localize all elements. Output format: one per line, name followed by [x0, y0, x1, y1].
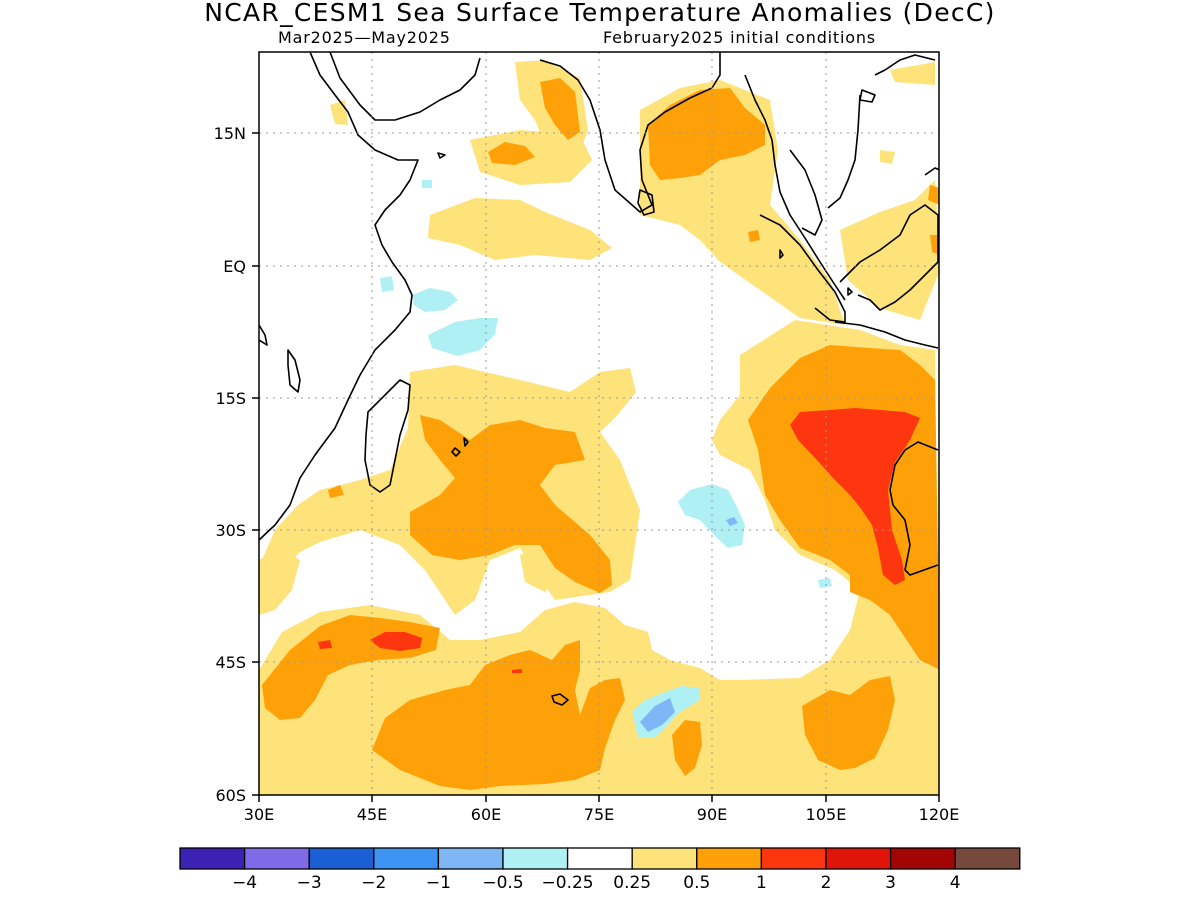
graticule [259, 52, 939, 795]
lon-label-45e: 45E [357, 805, 387, 824]
initial-conditions: February2025 initial conditions [603, 28, 876, 47]
lat-label-eq: EQ [223, 257, 246, 276]
lat-label-45s: 45S [215, 653, 246, 672]
anomaly-field [259, 52, 939, 795]
legend-swatch [179, 847, 246, 870]
legend-label: 0.5 [683, 873, 710, 893]
legend-swatch [760, 847, 827, 870]
legend-label: 0.25 [613, 873, 651, 893]
latitude-axis: 15N EQ 15S 30S 45S 60S [214, 124, 259, 805]
map-title: NCAR_CESM1 Sea Surface Temperature Anoma… [204, 0, 996, 27]
lon-label-60e: 60E [471, 805, 501, 824]
legend-label: −0.25 [542, 873, 594, 893]
legend-swatches [179, 847, 1021, 870]
legend-swatch [437, 847, 504, 870]
legend-swatch [373, 847, 440, 870]
lon-label-120e: 120E [919, 805, 960, 824]
legend-label: −0.5 [482, 873, 523, 893]
legend-swatch [243, 847, 310, 870]
longitude-axis: 30E 45E 60E 75E 90E 105E 120E [244, 795, 960, 824]
legend-swatch [502, 847, 569, 870]
legend-swatch [631, 847, 698, 870]
color-legend: −4 −3 −2 −1 −0.5 −0.25 0.25 0.5 1 2 3 4 [179, 847, 1021, 893]
legend-label: −3 [297, 873, 322, 893]
lon-label-75e: 75E [584, 805, 614, 824]
anomaly-strong-warm [318, 408, 920, 673]
legend-swatch [825, 847, 892, 870]
lon-label-105e: 105E [806, 805, 847, 824]
lat-label-60s: 60S [215, 786, 246, 805]
legend-label: −2 [361, 873, 386, 893]
legend-swatch [566, 847, 633, 870]
legend-label: 4 [950, 873, 961, 893]
legend-swatch [696, 847, 763, 870]
lat-label-30s: 30S [215, 521, 246, 540]
legend-label: 3 [885, 873, 896, 893]
legend-label: −1 [426, 873, 451, 893]
legend-swatch [308, 847, 375, 870]
lon-label-90e: 90E [697, 805, 727, 824]
legend-swatch [889, 847, 956, 870]
forecast-period: Mar2025—May2025 [278, 28, 451, 47]
legend-swatch [954, 847, 1021, 870]
lat-label-15n: 15N [214, 124, 246, 143]
lat-label-15s: 15S [215, 389, 246, 408]
legend-label: 2 [821, 873, 832, 893]
legend-label: −4 [232, 873, 257, 893]
legend-label: 1 [756, 873, 767, 893]
legend-labels: −4 −3 −2 −1 −0.5 −0.25 0.25 0.5 1 2 3 4 [232, 873, 961, 893]
lon-label-30e: 30E [244, 805, 274, 824]
anomaly-moderate-warm [262, 78, 939, 790]
anomaly-moderate-cool [640, 517, 738, 732]
